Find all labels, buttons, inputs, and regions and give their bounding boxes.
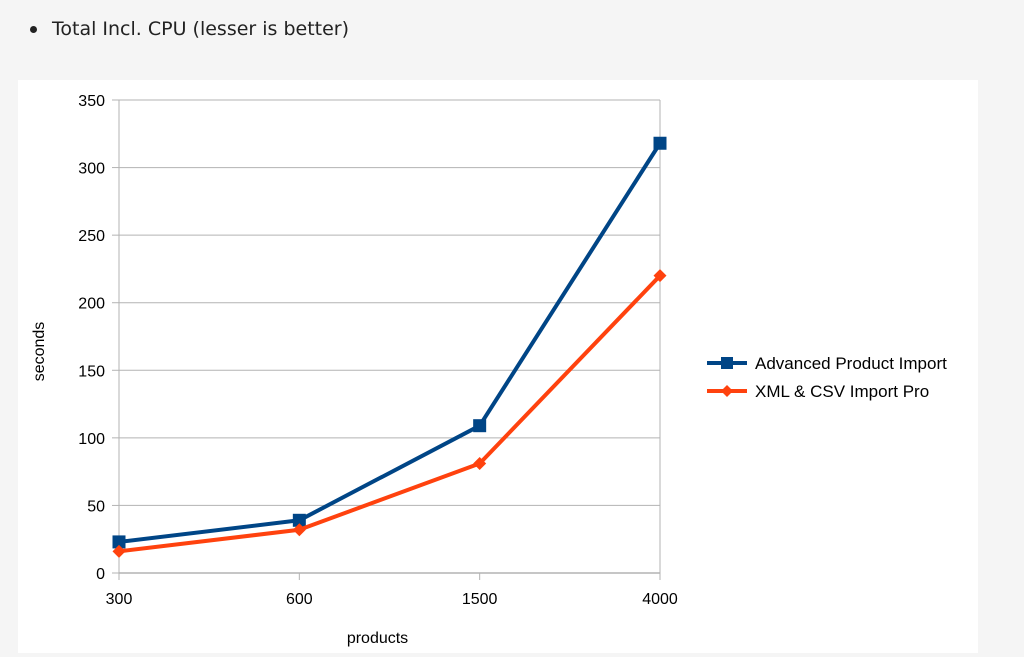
series-line (118, 142, 662, 544)
y-tick-label: 350 (78, 93, 105, 110)
y-tick-label: 250 (78, 228, 105, 245)
legend-square-icon (721, 357, 733, 369)
y-axis-title: seconds (31, 322, 48, 382)
data-point-square (653, 136, 667, 150)
label-layer: 0 50 100 150 200 250 300 350 300 600 1500 4000 produ… (31, 93, 678, 647)
grid-layer (119, 99, 660, 574)
data-point-diamond (112, 544, 126, 558)
chart-panel: 0 50 100 150 200 250 300 350 300 600 1500 4000 produ… (18, 80, 978, 653)
series-line (118, 274, 662, 554)
legend-diamond-icon (721, 385, 733, 397)
y-tick-label: 150 (78, 363, 105, 380)
y-tick-label: 50 (87, 498, 105, 515)
x-tick-label: 300 (106, 591, 133, 608)
bullet-text: Total Incl. CPU (lesser is better) (52, 18, 350, 40)
legend-entry: XML & CSV Import Pro (707, 382, 929, 401)
data-point-square (473, 419, 487, 433)
data-point-diamond (292, 523, 306, 537)
y-tick-label: 200 (78, 296, 105, 313)
x-axis-title: products (347, 630, 408, 647)
y-tick-label: 0 (96, 566, 105, 583)
legend-label: Advanced Product Import (755, 354, 947, 373)
y-tick-label: 100 (78, 431, 105, 448)
bullet-dot-icon (30, 25, 37, 33)
x-tick-label: 4000 (642, 591, 678, 608)
data-point-diamond (473, 457, 487, 471)
y-tick-label: 300 (78, 161, 105, 178)
data-point-square (292, 513, 306, 527)
x-tick-label: 600 (286, 591, 313, 608)
bullet-item: Total Incl. CPU (lesser is better) (30, 15, 349, 43)
legend-entry: Advanced Product Import (707, 354, 947, 373)
legend-label: XML & CSV Import Pro (755, 382, 929, 401)
line-chart: 0 50 100 150 200 250 300 350 300 600 1500 4000 produ… (31, 93, 947, 647)
data-point-square (112, 535, 126, 549)
series-2 (112, 269, 667, 558)
legend: Advanced Product Import XML & CSV Import … (707, 354, 947, 401)
series-1 (112, 136, 667, 549)
x-tick-label: 1500 (462, 591, 498, 608)
axis-layer (112, 99, 661, 580)
data-point-diamond (653, 269, 667, 283)
series-layer (112, 136, 667, 558)
